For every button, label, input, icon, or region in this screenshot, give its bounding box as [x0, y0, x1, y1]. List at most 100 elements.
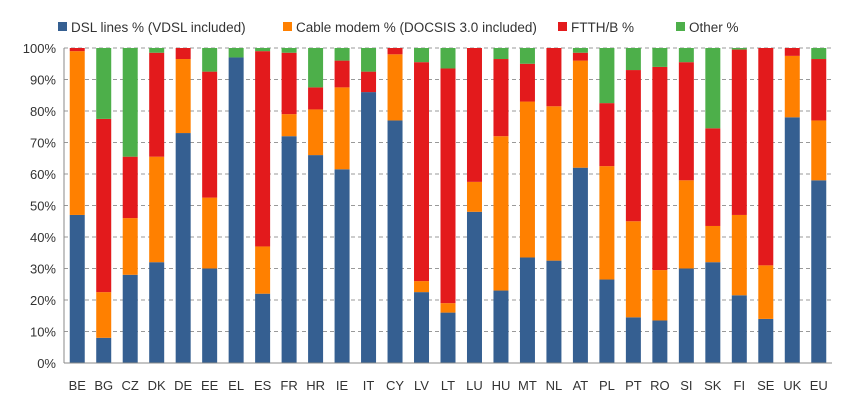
x-tick-label: SK — [704, 378, 722, 393]
bar-BG-series-1 — [96, 292, 112, 338]
x-tick-label: ES — [254, 378, 272, 393]
bar-HU-series-2 — [493, 59, 509, 137]
bar-IT-series-0 — [361, 92, 377, 363]
bar-SI-series-0 — [678, 268, 694, 363]
x-tick-label: PL — [599, 378, 615, 393]
bar-LV-series-3 — [414, 48, 430, 63]
bar-HU-series-3 — [493, 48, 509, 60]
x-tick-label: DE — [174, 378, 192, 393]
bar-HR-series-0 — [308, 155, 324, 363]
y-tick-label: 80% — [30, 104, 56, 119]
legend: DSL lines % (VDSL included) Cable modem %… — [58, 20, 739, 35]
bar-CZ-series-0 — [122, 274, 138, 363]
bar-DE-series-0 — [175, 133, 191, 363]
x-tick-label: SI — [680, 378, 692, 393]
bar-EU-series-2 — [811, 59, 827, 121]
bar-NL-series-1 — [546, 106, 562, 261]
bar-PL-series-0 — [599, 279, 615, 363]
bar-ES-series-3 — [255, 48, 271, 52]
y-tick-label: 10% — [30, 325, 56, 340]
bar-RO-series-1 — [652, 270, 668, 321]
bar-LU-series-1 — [466, 181, 482, 212]
bar-LT-series-1 — [440, 303, 456, 313]
bar-CZ-series-3 — [122, 48, 138, 157]
bar-SK-series-2 — [705, 128, 721, 226]
x-tick-label: BG — [94, 378, 113, 393]
x-tick-label: IT — [363, 378, 375, 393]
bar-MT-series-0 — [519, 257, 535, 363]
bar-PL-series-1 — [599, 166, 615, 280]
bar-SI-series-3 — [678, 48, 694, 63]
bar-IE-series-2 — [334, 60, 350, 88]
bars — [69, 48, 827, 363]
bar-LT-series-3 — [440, 48, 456, 69]
bar-LV-series-1 — [414, 281, 430, 293]
bar-CY-series-1 — [387, 54, 403, 121]
bar-IT-series-2 — [361, 71, 377, 93]
bar-FR-series-2 — [281, 52, 297, 115]
legend-label: DSL lines % (VDSL included) — [71, 20, 246, 35]
bar-SE-series-2 — [758, 48, 774, 266]
bar-EE-series-2 — [202, 71, 218, 198]
x-tick-label: SE — [757, 378, 775, 393]
bar-SK-series-3 — [705, 48, 721, 129]
bar-FI-series-2 — [731, 49, 747, 215]
bar-LT-series-2 — [440, 68, 456, 304]
bar-IE-series-3 — [334, 48, 350, 61]
bar-PT-series-0 — [625, 317, 641, 363]
x-tick-label: CY — [386, 378, 404, 393]
bar-MT-series-1 — [519, 101, 535, 258]
bar-AT-series-2 — [572, 52, 588, 61]
y-tick-label: 0% — [37, 356, 56, 371]
x-axis-ticks: BE BG CZ DK DE EE EL ES FR HR IE IT CY LV LT LU HU MT NL AT… — [69, 378, 828, 393]
y-tick-label: 40% — [30, 230, 56, 245]
bar-EE-series-3 — [202, 48, 218, 72]
y-tick-label: 100% — [23, 41, 57, 56]
bar-FI-series-0 — [731, 295, 747, 363]
x-tick-label: DK — [148, 378, 166, 393]
x-tick-label: AT — [573, 378, 589, 393]
bar-LU-series-2 — [466, 48, 482, 182]
bar-PT-series-3 — [625, 48, 641, 71]
y-tick-label: 50% — [30, 199, 56, 214]
bar-LU-series-0 — [466, 211, 482, 363]
bar-DE-series-1 — [175, 59, 191, 134]
bar-HR-series-1 — [308, 109, 324, 156]
bar-IE-series-0 — [334, 169, 350, 363]
bar-DK-series-2 — [149, 52, 165, 157]
bar-LV-series-0 — [414, 292, 430, 363]
bar-FR-series-3 — [281, 48, 297, 53]
x-tick-label: LT — [441, 378, 455, 393]
bar-DK-series-0 — [149, 262, 165, 363]
bar-HR-series-2 — [308, 87, 324, 110]
y-tick-label: 30% — [30, 262, 56, 277]
bar-PL-series-3 — [599, 48, 615, 104]
x-tick-label: UK — [783, 378, 801, 393]
bar-SK-series-0 — [705, 262, 721, 363]
bar-RO-series-3 — [652, 48, 668, 67]
bar-EL-series-3 — [228, 48, 244, 58]
bar-CY-series-2 — [387, 48, 403, 55]
legend-swatch — [58, 22, 67, 31]
bar-CZ-series-1 — [122, 218, 138, 275]
x-tick-label: HU — [492, 378, 511, 393]
bar-CY-series-0 — [387, 120, 403, 363]
x-tick-label: EL — [228, 378, 244, 393]
x-tick-label: PT — [625, 378, 642, 393]
bar-BE-series-1 — [69, 51, 85, 215]
bar-MT-series-2 — [519, 63, 535, 102]
bar-SE-series-0 — [758, 318, 774, 363]
bar-PT-series-1 — [625, 221, 641, 318]
bar-NL-series-0 — [546, 260, 562, 363]
x-tick-label: NL — [546, 378, 563, 393]
bar-EE-series-1 — [202, 197, 218, 269]
y-tick-label: 20% — [30, 293, 56, 308]
y-tick-label: 70% — [30, 136, 56, 151]
bar-NL-series-2 — [546, 48, 562, 107]
bar-ES-series-2 — [255, 51, 271, 247]
bar-UK-series-2 — [784, 48, 800, 56]
x-tick-label: IE — [336, 378, 349, 393]
bar-ES-series-1 — [255, 246, 271, 294]
bar-EL-series-0 — [228, 57, 244, 363]
bar-FI-series-3 — [731, 48, 747, 50]
